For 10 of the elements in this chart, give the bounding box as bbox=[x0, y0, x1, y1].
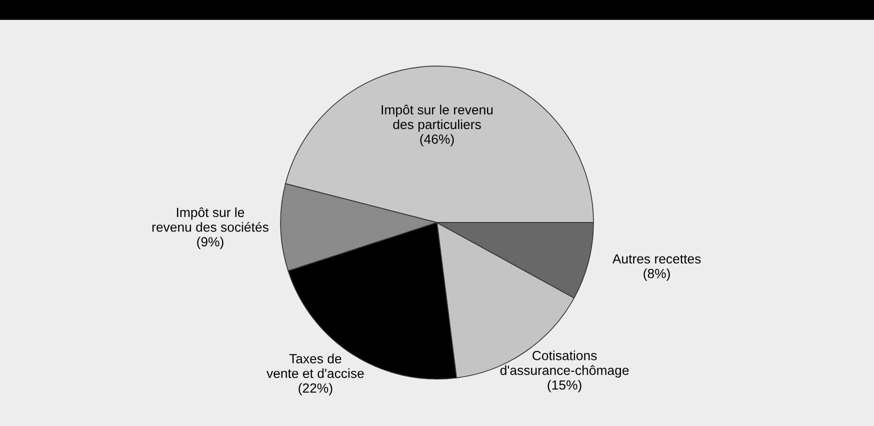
data-label: (15%) bbox=[548, 380, 582, 392]
slice-label: Cotisations d'assurance-chômage bbox=[500, 350, 629, 378]
slice-label: Impôt sur le revenu des sociétés bbox=[152, 207, 268, 232]
data-label: (8%) bbox=[644, 268, 670, 281]
data-label: (9%) bbox=[197, 236, 224, 250]
data-label: (22%) bbox=[298, 383, 332, 396]
slice-label: Impôt sur le revenu des particuliers bbox=[382, 104, 493, 132]
slice-label: Autres recettes bbox=[612, 254, 701, 264]
slice-label: Taxes de vente et d'accise bbox=[266, 354, 364, 378]
data-label: (46%) bbox=[420, 134, 454, 146]
